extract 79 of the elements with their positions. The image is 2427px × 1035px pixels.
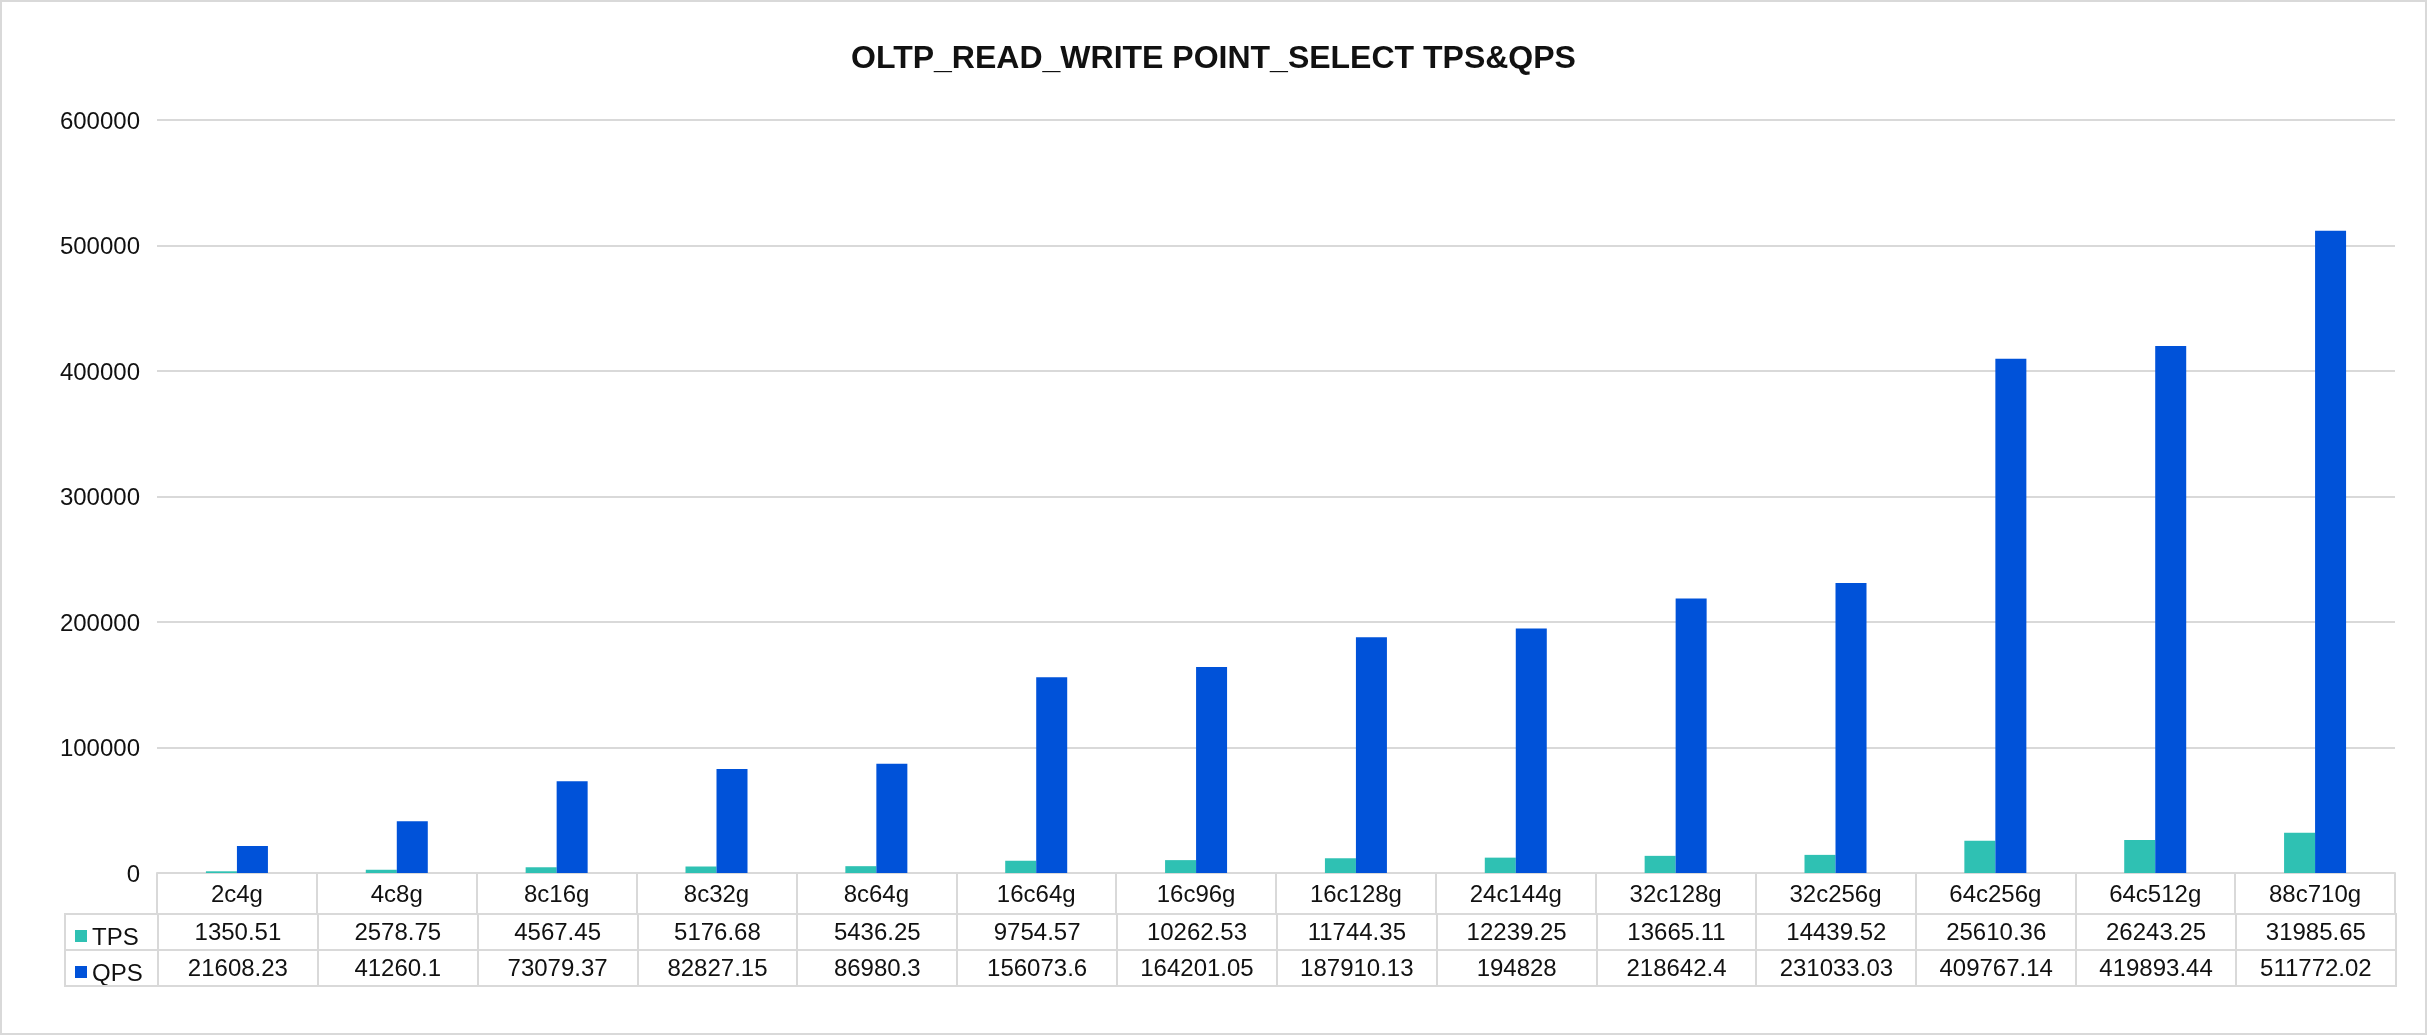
x-tick-label: 32c128g <box>1629 879 1722 907</box>
y-tick-label: 400000 <box>59 357 140 385</box>
data-label: 194828 <box>1436 950 1597 986</box>
x-tick-label: 64c512g <box>2109 879 2202 907</box>
bar <box>1804 854 1836 873</box>
data-label: 21608.23 <box>158 950 318 986</box>
x-tick-label: 2c4g <box>210 879 263 907</box>
data-label: 419893.44 <box>2076 950 2236 986</box>
bar <box>1995 358 2027 873</box>
data-label: 5436.25 <box>797 914 958 950</box>
x-tick-label: 4c8g <box>370 879 423 907</box>
x-tick-label: 16c96g <box>1156 879 1236 907</box>
data-label: 31985.65 <box>2235 914 2396 950</box>
x-tick-label: 16c64g <box>996 879 1076 907</box>
legend-label: QPS <box>92 958 143 986</box>
data-label: 11744.35 <box>1276 914 1437 950</box>
bar <box>685 866 717 873</box>
bar <box>1675 598 1707 873</box>
data-label: 12239.25 <box>1436 914 1597 950</box>
data-label: 10262.53 <box>1117 914 1277 950</box>
bar <box>845 866 877 873</box>
data-label: 73079.37 <box>477 950 638 986</box>
data-label: 187910.13 <box>1276 950 1437 986</box>
bar <box>365 869 397 873</box>
y-tick-label: 300000 <box>59 483 140 510</box>
x-tick-label: 8c16g <box>523 879 590 907</box>
data-label: 218642.4 <box>1596 950 1757 986</box>
y-tick-label: 200000 <box>59 608 140 636</box>
data-label: 25610.36 <box>1916 914 2077 950</box>
data-label: 14439.52 <box>1756 914 1917 950</box>
data-label: 4567.45 <box>477 914 638 950</box>
chart-title: OLTP_READ_WRITE POINT_SELECT TPS&QPS <box>851 39 1576 75</box>
bar <box>1036 677 1068 873</box>
bar <box>2124 840 2156 873</box>
bar <box>525 867 557 873</box>
data-label: 409767.14 <box>1916 950 2077 986</box>
data-label: 5176.68 <box>637 914 798 950</box>
data-label: 26243.25 <box>2076 914 2236 950</box>
data-label: 164201.05 <box>1117 950 1277 986</box>
data-label: 156073.6 <box>957 950 1118 986</box>
legend-label: TPS <box>92 922 139 950</box>
bar <box>1835 583 1867 873</box>
bar <box>1165 860 1197 873</box>
data-label: 231033.03 <box>1756 950 1917 986</box>
data-label: 41260.1 <box>317 950 478 986</box>
data-label: 2578.75 <box>317 914 478 950</box>
bar <box>1964 840 1996 873</box>
x-tick-label: 8c32g <box>683 879 750 907</box>
bar <box>396 821 428 873</box>
y-tick-label: 500000 <box>59 232 140 259</box>
x-tick-label: 16c128g <box>1309 879 1402 907</box>
bar <box>1515 628 1547 873</box>
bar <box>2155 346 2187 873</box>
data-label: 82827.15 <box>637 950 798 986</box>
bar <box>1355 637 1387 873</box>
data-label: 511772.02 <box>2235 950 2396 986</box>
data-label: 13665.11 <box>1596 914 1757 950</box>
bar <box>1005 860 1037 873</box>
bar <box>1484 857 1516 873</box>
data-label: 9754.57 <box>957 914 1118 950</box>
bar <box>876 763 908 873</box>
x-tick-label: 32c256g <box>1789 879 1882 907</box>
data-label: 1350.51 <box>158 914 318 950</box>
x-tick-label: 64c256g <box>1949 879 2042 907</box>
bar <box>1324 858 1356 873</box>
bar <box>2284 832 2316 873</box>
x-tick-label: 24c144g <box>1469 879 1562 907</box>
y-tick-label: 600000 <box>59 106 140 134</box>
bar <box>716 769 748 873</box>
bar <box>556 781 588 873</box>
bar <box>1196 666 1228 873</box>
bar <box>1644 855 1676 873</box>
bar <box>2315 230 2347 873</box>
x-tick-label: 88c710g <box>2269 879 2362 907</box>
x-tick-label: 8c64g <box>843 879 910 907</box>
y-tick-label: 0 <box>126 859 140 887</box>
data-label: 86980.3 <box>797 950 958 986</box>
bar <box>236 845 268 873</box>
y-tick-label: 100000 <box>59 734 140 761</box>
